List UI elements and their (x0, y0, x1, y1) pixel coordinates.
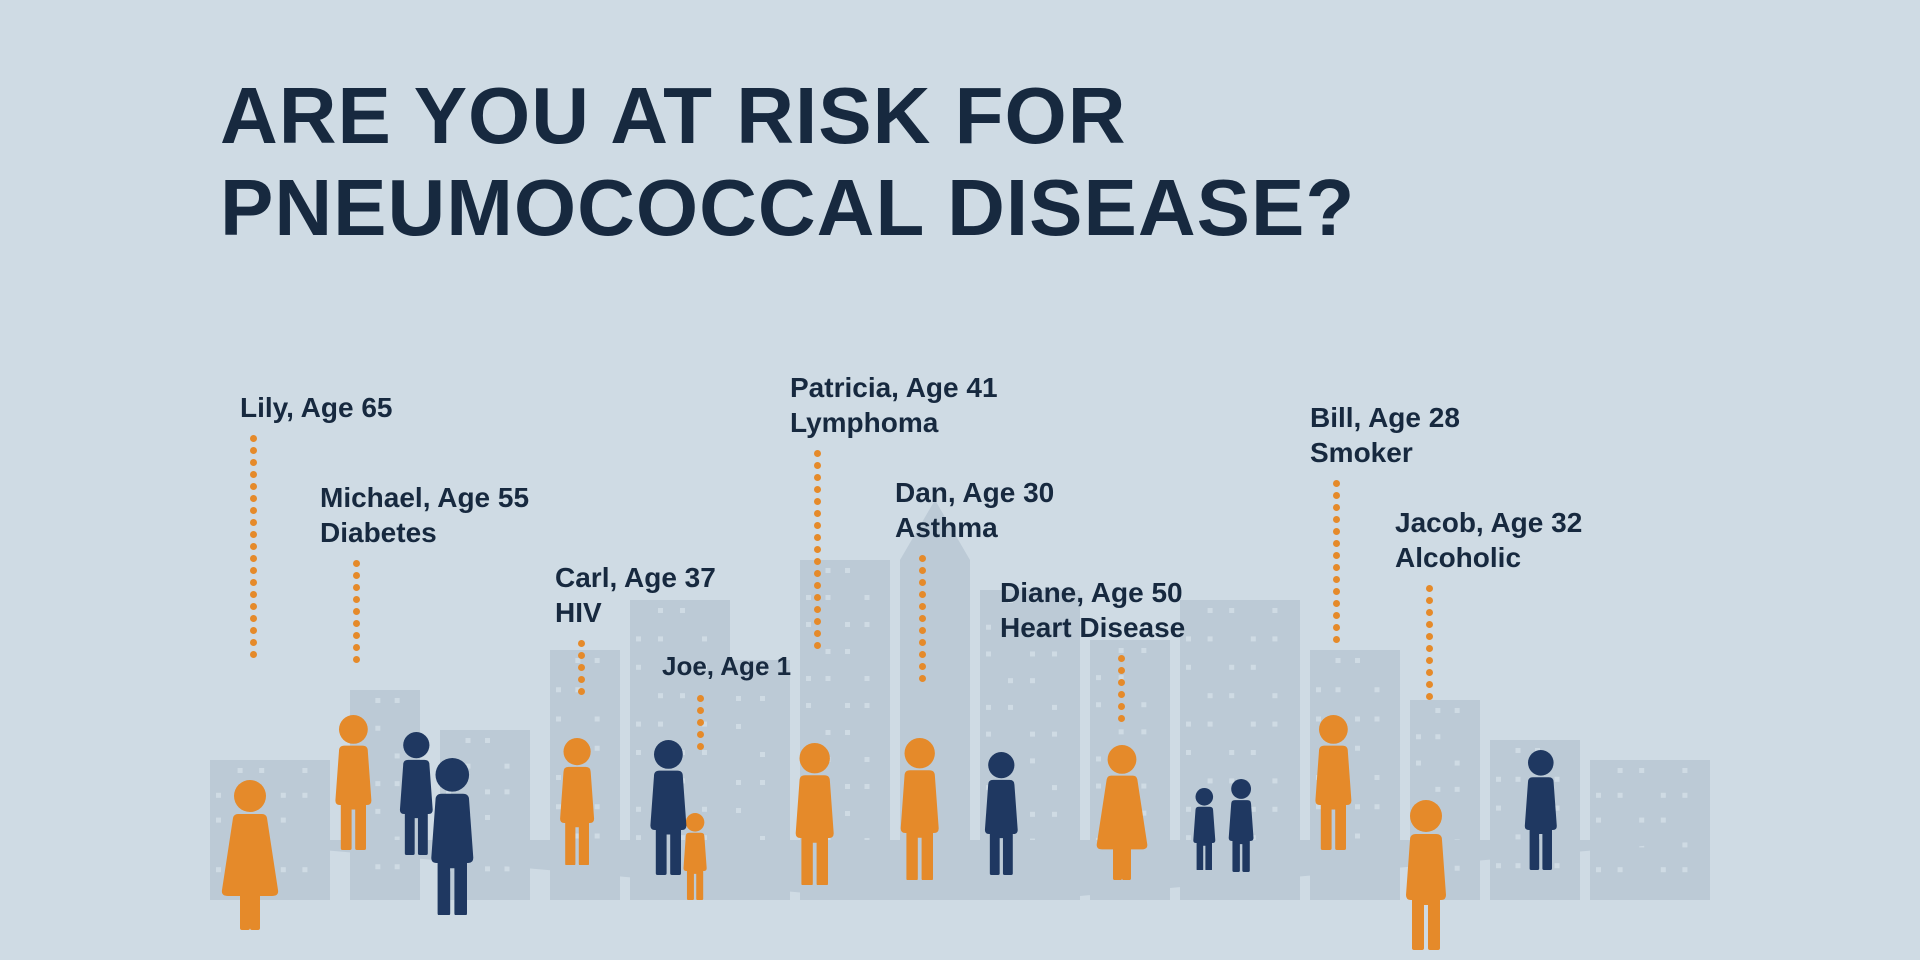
person-condition: Heart Disease (1000, 610, 1185, 645)
person-icon (1520, 750, 1562, 870)
person-condition: Lymphoma (790, 405, 998, 440)
person-name: Michael, Age 55 (320, 480, 529, 515)
connector-dots (1426, 580, 1432, 705)
person-label: Carl, Age 37HIV (555, 560, 716, 630)
person-icon (790, 743, 839, 886)
person-icon (1190, 788, 1219, 871)
person-icon (1310, 715, 1357, 850)
person-name: Joe, Age 1 (662, 650, 791, 683)
connector-dots (1333, 475, 1339, 648)
person-name: Lily, Age 65 (240, 390, 393, 425)
person-name: Carl, Age 37 (555, 560, 716, 595)
person-condition: Asthma (895, 510, 1054, 545)
person-icon (330, 715, 377, 850)
connector-dots (250, 430, 256, 663)
person-icon (555, 738, 599, 866)
person-icon (980, 752, 1023, 875)
page-title: ARE YOU AT RISK FOR PNEUMOCOCCAL DISEASE… (220, 70, 1355, 254)
person-label: Michael, Age 55Diabetes (320, 480, 529, 550)
connector-dots (697, 690, 703, 755)
person-name: Dan, Age 30 (895, 475, 1054, 510)
person-condition: Diabetes (320, 515, 529, 550)
title-line1: ARE YOU AT RISK FOR (220, 70, 1355, 162)
title-line2: PNEUMOCOCCAL DISEASE? (220, 162, 1355, 254)
person-label: Jacob, Age 32Alcoholic (1395, 505, 1582, 575)
person-name: Jacob, Age 32 (1395, 505, 1582, 540)
connector-dots (353, 555, 359, 668)
person-label: Diane, Age 50Heart Disease (1000, 575, 1185, 645)
person-label: Joe, Age 1 (662, 650, 791, 683)
person-name: Patricia, Age 41 (790, 370, 998, 405)
person-icon (220, 780, 280, 930)
person-condition: Smoker (1310, 435, 1460, 470)
person-name: Diane, Age 50 (1000, 575, 1185, 610)
person-icon (645, 740, 692, 875)
person-icon (1400, 800, 1452, 950)
connector-dots (1118, 650, 1124, 727)
connector-dots (814, 445, 820, 654)
person-condition: Alcoholic (1395, 540, 1582, 575)
person-icon (425, 758, 480, 916)
person-label: Lily, Age 65 (240, 390, 393, 425)
person-condition: HIV (555, 595, 716, 630)
person-icon (1095, 745, 1149, 880)
person-icon (1225, 779, 1257, 872)
person-name: Bill, Age 28 (1310, 400, 1460, 435)
person-label: Patricia, Age 41Lymphoma (790, 370, 998, 440)
connector-dots (919, 550, 925, 687)
person-label: Bill, Age 28Smoker (1310, 400, 1460, 470)
person-icon (895, 738, 944, 881)
person-label: Dan, Age 30Asthma (895, 475, 1054, 545)
connector-dots (578, 635, 584, 700)
